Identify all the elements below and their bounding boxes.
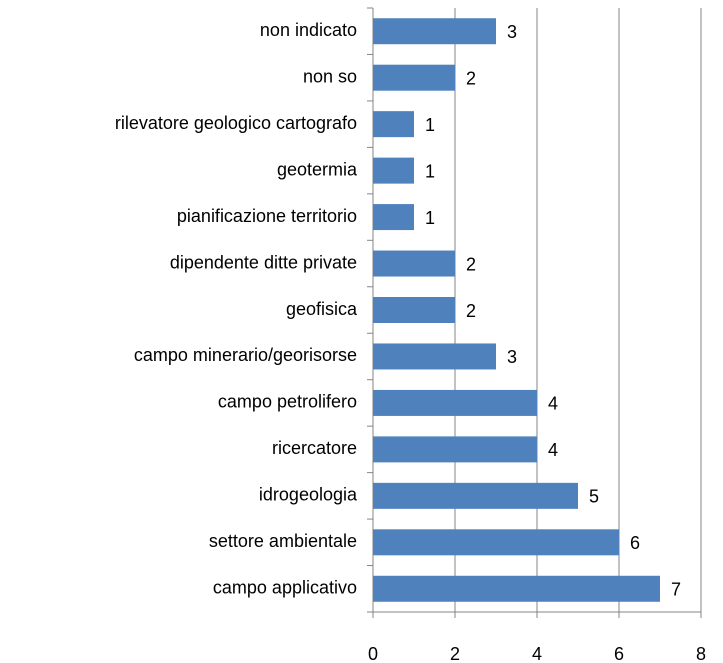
x-tick-label: 8: [696, 644, 706, 663]
bar: [373, 250, 455, 277]
x-tick-label: 4: [532, 644, 542, 663]
value-label: 7: [671, 580, 681, 600]
y-tick-label: geofisica: [286, 299, 358, 319]
bar: [373, 436, 537, 463]
bar: [373, 529, 619, 556]
y-tick-label: campo minerario/georisorse: [134, 345, 357, 365]
y-tick-label: rilevatore geologico cartografo: [115, 113, 357, 133]
value-label: 2: [466, 254, 476, 274]
value-label: 4: [548, 440, 558, 460]
y-tick-label: ricercatore: [272, 438, 357, 458]
y-tick-label: pianificazione territorio: [177, 206, 357, 226]
value-label: 4: [548, 394, 558, 414]
x-tick-label: 0: [368, 644, 378, 663]
x-tick-label: 2: [450, 644, 460, 663]
bar: [373, 343, 496, 370]
bar: [373, 204, 414, 231]
bar: [373, 157, 414, 184]
y-tick-label: settore ambientale: [209, 531, 357, 551]
value-label: 3: [507, 22, 517, 42]
bar: [373, 482, 578, 509]
value-label: 2: [466, 301, 476, 321]
y-tick-label: geotermia: [277, 159, 358, 179]
bar: [373, 18, 496, 45]
value-label: 6: [630, 533, 640, 553]
bar: [373, 389, 537, 416]
y-tick-label: campo petrolifero: [218, 392, 357, 412]
bar: [373, 297, 455, 323]
y-tick-label: dipendente ditte private: [170, 252, 357, 272]
y-tick-label: campo applicativo: [213, 578, 357, 598]
y-tick-label: idrogeologia: [259, 485, 358, 505]
value-label: 1: [425, 115, 435, 135]
value-label: 3: [507, 347, 517, 367]
y-tick-label: non so: [303, 66, 357, 86]
bar: [373, 575, 660, 602]
value-label: 1: [425, 208, 435, 228]
x-tick-label: 6: [614, 644, 624, 663]
value-label: 1: [425, 161, 435, 181]
value-label: 2: [466, 68, 476, 88]
value-label: 5: [589, 487, 599, 507]
y-tick-label: non indicato: [260, 20, 357, 40]
bar: [373, 111, 414, 138]
bar: [373, 64, 455, 91]
